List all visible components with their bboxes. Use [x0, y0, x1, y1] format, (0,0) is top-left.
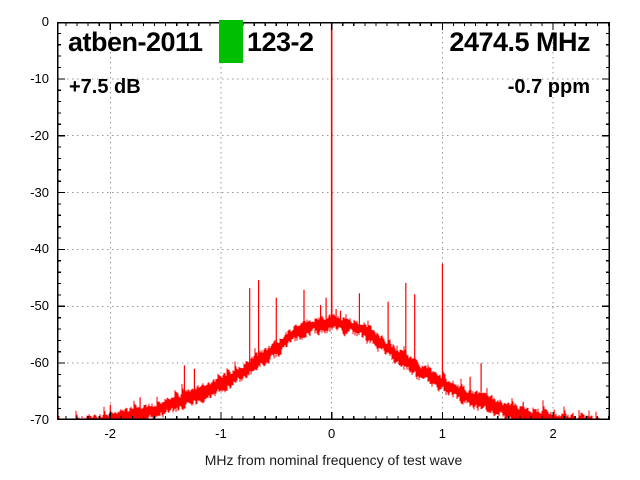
y-tick-label: -50 [30, 298, 49, 314]
x-tick-label: 1 [438, 426, 446, 441]
spur-lines [109, 263, 590, 420]
ppm-offset-label: -0.7 ppm [507, 76, 590, 98]
y-tick-label: -60 [30, 355, 49, 371]
y-tick-label: -30 [30, 184, 49, 200]
y-tick-label: -40 [30, 241, 49, 257]
y-tick-label: -20 [30, 127, 49, 143]
spectrum-plot [57, 22, 610, 420]
redaction-box [219, 20, 243, 63]
y-tick-label: -70 [30, 412, 49, 427]
device-id-suffix-label: 123-2 [247, 27, 314, 57]
x-tick-label: -2 [104, 426, 117, 441]
x-tick-label: 2 [549, 426, 557, 441]
x-tick-label: 0 [328, 426, 336, 441]
x-axis-title: MHz from nominal frequency of test wave [204, 452, 463, 468]
x-tick-label: -1 [215, 426, 227, 441]
y-tick-label: 0 [41, 14, 49, 29]
device-id-label: atben-2011 [68, 27, 203, 57]
y-tick-label: -10 [30, 70, 49, 86]
plot-border [57, 22, 610, 420]
test-frequency-label: 2474.5 MHz [449, 27, 590, 57]
level-offset-label: +7.5 dB [69, 76, 141, 98]
noise-trace [57, 22, 603, 420]
